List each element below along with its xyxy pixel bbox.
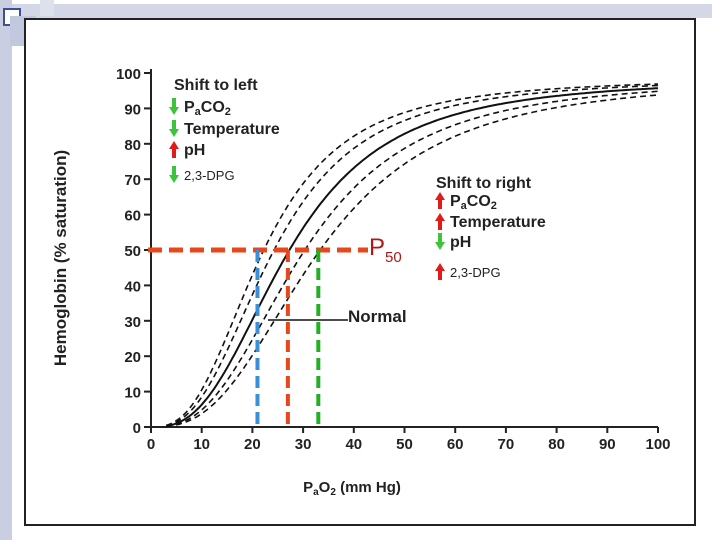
y-tick-label-0: 0 bbox=[133, 420, 141, 437]
shift-left-item-0: PaCO2 bbox=[184, 99, 231, 118]
shift-left-arrow-0 bbox=[169, 98, 179, 115]
shift-right-arrow-3 bbox=[435, 263, 445, 280]
x-tick-label-50: 50 bbox=[396, 436, 413, 453]
shift-left-title: Shift to left bbox=[174, 77, 258, 94]
annotations-group: P50 Normal Shift to left PaCO2 Temperature pH… bbox=[169, 77, 546, 326]
x-tick-label-30: 30 bbox=[295, 436, 312, 453]
chart-panel: 0 10 20 30 40 50 60 70 80 90 100 0 10 20 30 40 50 60 70 80 9… bbox=[24, 18, 696, 526]
slide-corner-tab bbox=[40, 0, 54, 16]
shift-right-title: Shift to right bbox=[436, 175, 532, 192]
y-tick-label-10: 10 bbox=[124, 385, 141, 402]
slide-left-band bbox=[0, 0, 12, 540]
x-tick-label-80: 80 bbox=[548, 436, 565, 453]
dashed-curve-1 bbox=[165, 83, 658, 427]
shift-left-arrow-3 bbox=[169, 166, 179, 183]
x-tick-label-0: 0 bbox=[147, 436, 155, 453]
shift-right-item-3: 2,3-DPG bbox=[450, 265, 501, 280]
y-tick-label-70: 70 bbox=[124, 172, 141, 189]
shift-left-arrow-2 bbox=[169, 141, 179, 158]
shift-right-arrow-0 bbox=[435, 192, 445, 209]
p50-label: P50 bbox=[369, 234, 402, 266]
oxygen-dissociation-chart: 0 10 20 30 40 50 60 70 80 90 100 0 10 20 30 40 50 60 70 80 9… bbox=[51, 66, 671, 498]
x-tick-label-20: 20 bbox=[244, 436, 261, 453]
curves-group bbox=[165, 83, 659, 428]
x-tick-label-60: 60 bbox=[447, 436, 464, 453]
shift-left-item-2: pH bbox=[184, 142, 205, 159]
y-tick-label-20: 20 bbox=[124, 349, 141, 366]
y-tick-label-90: 90 bbox=[124, 101, 141, 118]
dashed-curve-2 bbox=[166, 84, 658, 427]
markers-group bbox=[148, 247, 368, 427]
x-axis-label: PaO2 (mm Hg) bbox=[303, 479, 401, 498]
slide-top-band bbox=[12, 4, 712, 18]
shift-right-arrow-1 bbox=[435, 213, 445, 230]
y-axis-label: Hemoglobin (% saturation) bbox=[51, 150, 70, 366]
y-tick-label-60: 60 bbox=[124, 208, 141, 225]
p50-subscript: 50 bbox=[385, 249, 402, 266]
shift-right-item-2: pH bbox=[450, 234, 471, 251]
dashed-curve-4 bbox=[166, 94, 659, 428]
y-tick-label-80: 80 bbox=[124, 137, 141, 154]
x-tick-label-100: 100 bbox=[645, 436, 670, 453]
shift-right-item-1: Temperature bbox=[450, 214, 546, 231]
x-tick-label-90: 90 bbox=[599, 436, 616, 453]
shift-right-arrow-2 bbox=[435, 233, 445, 250]
x-tick-label-40: 40 bbox=[345, 436, 362, 453]
axes-group: 0 10 20 30 40 50 60 70 80 90 100 0 10 20 30 40 50 60 70 80 9… bbox=[116, 66, 671, 453]
y-tick-label-50: 50 bbox=[124, 243, 141, 260]
y-tick-label-100: 100 bbox=[116, 66, 141, 83]
dashed-curve-3 bbox=[166, 90, 659, 428]
y-tick-label-30: 30 bbox=[124, 314, 141, 331]
normal-curve bbox=[166, 87, 659, 428]
x-tick-label-70: 70 bbox=[498, 436, 515, 453]
shift-left-arrow-1 bbox=[169, 120, 179, 137]
shift-right-item-0: PaCO2 bbox=[450, 193, 497, 212]
normal-label: Normal bbox=[348, 307, 407, 326]
shift-left-item-1: Temperature bbox=[184, 121, 280, 138]
y-tick-label-40: 40 bbox=[124, 278, 141, 295]
shift-left-item-3: 2,3-DPG bbox=[184, 168, 235, 183]
x-tick-label-10: 10 bbox=[193, 436, 210, 453]
